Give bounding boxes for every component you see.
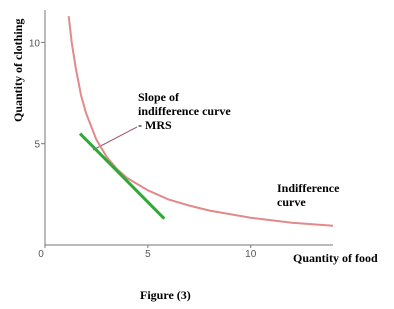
x-tick-label: 10 xyxy=(245,249,257,260)
y-tick-label: 10 xyxy=(29,38,41,49)
annotation: - MRS xyxy=(138,118,172,132)
x-tick-label: 0 xyxy=(38,249,44,260)
indifference-curve xyxy=(67,15,334,227)
annotation: Indifference xyxy=(277,181,340,195)
annotation: curve xyxy=(277,195,306,209)
x-axis-label: Quantity of food xyxy=(293,251,378,265)
y-tick-label: 5 xyxy=(34,140,40,151)
x-tick-label: 5 xyxy=(145,249,151,260)
y-axis-label: Quantity of clothing xyxy=(11,19,25,122)
figure-caption: Figure (3) xyxy=(140,288,191,302)
annotation: indifference curve xyxy=(138,104,231,118)
annotation: Slope of xyxy=(138,90,180,104)
tangent-line xyxy=(78,132,166,220)
